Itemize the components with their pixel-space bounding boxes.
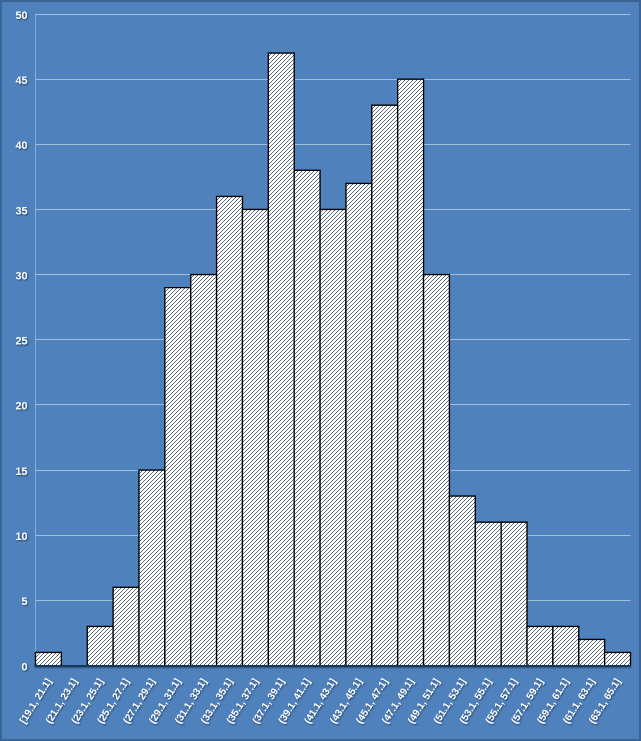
svg-text:30: 30 (15, 270, 27, 282)
svg-text:40: 40 (15, 140, 27, 152)
svg-text:0: 0 (21, 661, 27, 673)
svg-text:45: 45 (15, 75, 27, 87)
svg-text:20: 20 (15, 401, 27, 413)
svg-text:50: 50 (15, 10, 27, 22)
svg-text:5: 5 (21, 596, 27, 608)
svg-text:15: 15 (15, 466, 27, 478)
svg-text:35: 35 (15, 205, 27, 217)
svg-text:25: 25 (15, 336, 27, 348)
svg-text:10: 10 (15, 531, 27, 543)
